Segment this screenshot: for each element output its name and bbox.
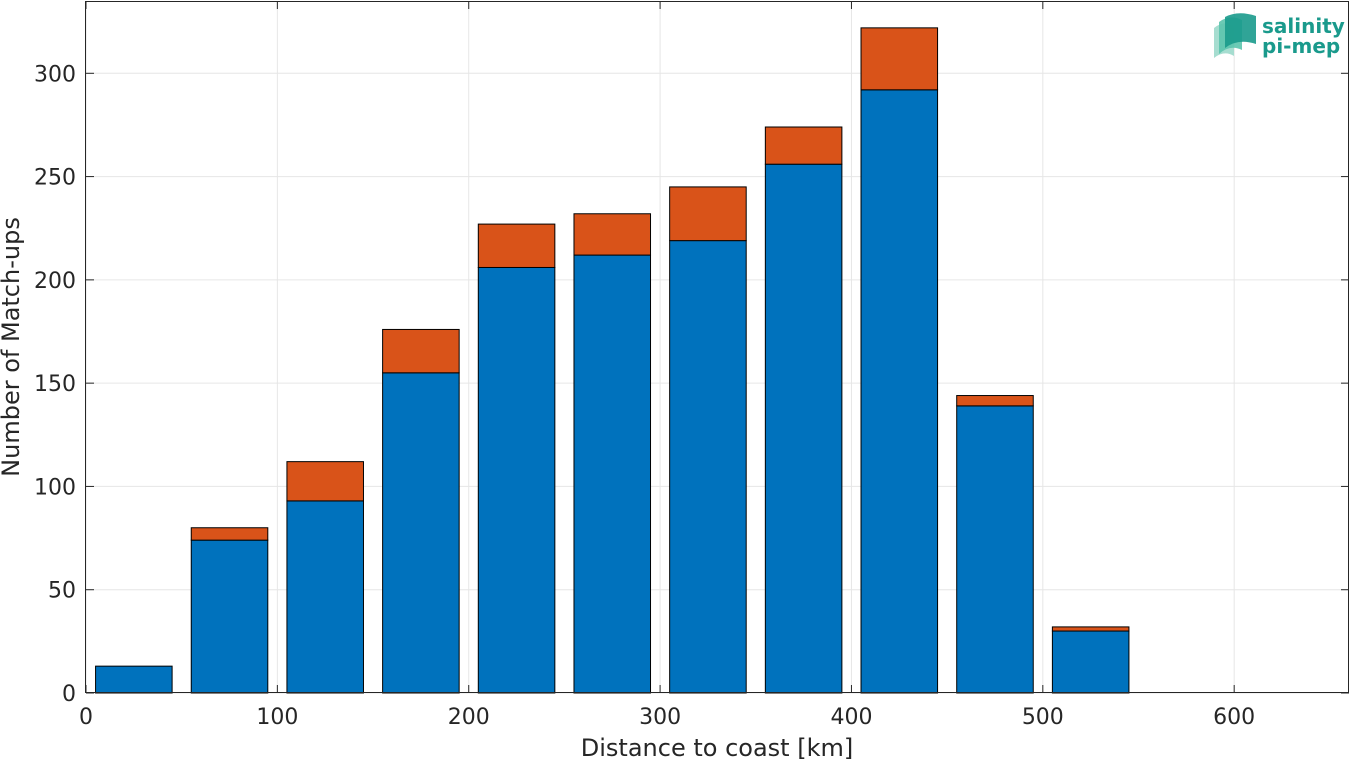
ticks: 0 100 200 300 400 500 600 0 50 100 150 200 250 300 — [34, 1, 1349, 730]
bars — [95, 27, 1130, 694]
bar-series1 — [286, 500, 364, 694]
y-tick-label: 200 — [34, 269, 76, 294]
bar-series2 — [956, 395, 1034, 407]
bar-series1 — [956, 405, 1034, 694]
x-tick-label: 200 — [448, 705, 490, 730]
bar-series1 — [860, 89, 939, 694]
y-tick-label: 100 — [34, 475, 76, 500]
x-tick-label: 100 — [256, 705, 298, 730]
bar-series2 — [764, 126, 843, 165]
bar-series2 — [190, 527, 269, 541]
bar-series2 — [286, 461, 364, 502]
bar-series1 — [95, 665, 173, 694]
x-tick-label: 300 — [639, 705, 681, 730]
y-tick-label: 250 — [34, 166, 76, 191]
bar-series2 — [860, 27, 939, 91]
bar-series2 — [669, 186, 747, 242]
y-tick-label: 50 — [48, 579, 76, 604]
x-tick-label: 500 — [1022, 705, 1064, 730]
bar-series1 — [477, 266, 556, 694]
logo-line2: pi-mep — [1262, 34, 1340, 58]
bar-series2 — [573, 213, 652, 256]
y-axis-title: Number of Match-ups — [0, 217, 25, 477]
y-tick-label: 150 — [34, 372, 76, 397]
bar-series1 — [1051, 630, 1130, 694]
x-tick-label: 0 — [79, 705, 93, 730]
logo-line1: salinity — [1262, 14, 1345, 38]
bar-series2 — [382, 328, 460, 374]
salinity-pimep-logo: salinity pi-mep — [1214, 13, 1345, 58]
x-tick-label: 600 — [1213, 705, 1255, 730]
bar-series1 — [382, 372, 460, 694]
plot-frame — [85, 1, 1349, 693]
y-tick-label: 300 — [34, 62, 76, 87]
y-tick-label: 0 — [62, 682, 76, 707]
x-axis-title: Distance to coast [km] — [581, 734, 853, 761]
bar-series1 — [669, 240, 747, 694]
bar-series1 — [573, 254, 652, 694]
bar-series1 — [764, 163, 843, 694]
bar-series1 — [190, 539, 269, 694]
x-tick-label: 400 — [830, 705, 872, 730]
bar-series2 — [1051, 626, 1130, 632]
wave-logo-icon — [1214, 13, 1256, 58]
bar-series2 — [477, 223, 556, 268]
